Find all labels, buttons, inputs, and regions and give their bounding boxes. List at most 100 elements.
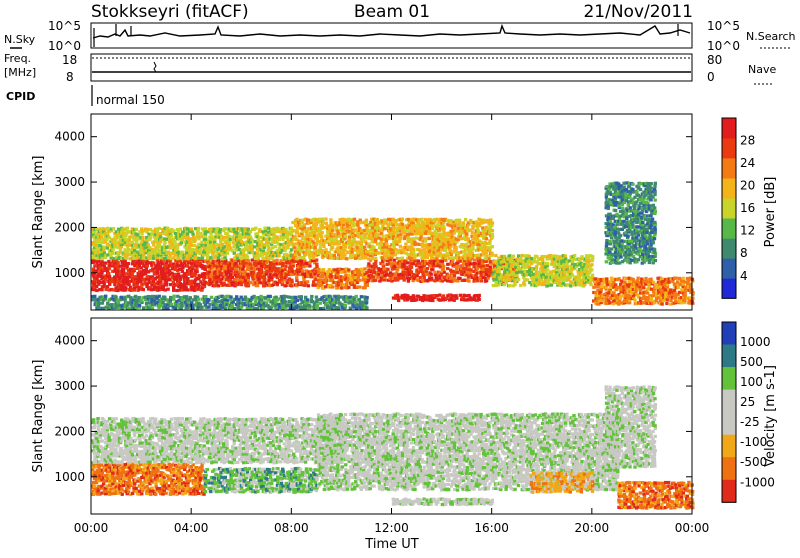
power-cell <box>381 224 384 227</box>
power-cell <box>219 228 222 231</box>
power-cell <box>236 257 239 260</box>
power-cell <box>446 252 449 255</box>
power-cell <box>319 246 322 249</box>
noise-tick-right-high: 10^5 <box>707 19 740 33</box>
power-cell <box>260 276 263 279</box>
power-cell <box>226 252 229 255</box>
power-cell <box>419 235 422 238</box>
power-cell <box>97 283 100 286</box>
power-cell <box>127 262 130 265</box>
power-cell <box>628 195 631 198</box>
power-cell <box>363 267 366 270</box>
power-cell <box>329 218 332 221</box>
power-cell <box>422 274 425 277</box>
power-cell <box>494 254 497 257</box>
power-cell <box>380 238 383 241</box>
power-cell <box>251 248 254 251</box>
power-cell <box>396 294 399 297</box>
power-cell <box>197 237 200 240</box>
nave-tick-high: 80 <box>707 53 722 67</box>
power-cell <box>385 263 388 266</box>
power-cell <box>321 218 324 221</box>
power-cell <box>453 274 456 277</box>
power-cell <box>637 258 640 261</box>
power-cell <box>374 257 377 260</box>
power-cell <box>614 209 617 212</box>
power-cell <box>401 218 404 221</box>
power-cell <box>211 260 214 263</box>
power-cell <box>374 279 377 282</box>
power-cell <box>197 257 200 260</box>
power-cell <box>369 268 372 271</box>
power-cell <box>178 289 181 292</box>
power-cell <box>256 284 259 287</box>
power-cell <box>642 286 645 289</box>
power-cell <box>133 268 136 271</box>
power-cell <box>449 219 452 222</box>
freq-tick-low: 8 <box>66 70 74 84</box>
power-cell <box>252 270 255 273</box>
power-cell <box>315 259 318 262</box>
power-cell <box>621 207 624 210</box>
power-cell <box>489 218 492 221</box>
power-cell <box>410 266 413 269</box>
power-cell <box>469 262 472 265</box>
power-cell <box>245 254 248 257</box>
power-cell <box>247 284 250 287</box>
power-cell <box>415 298 418 301</box>
power-cell <box>301 269 304 272</box>
cpid-value: normal 150 <box>96 93 165 107</box>
power-cell <box>410 226 413 229</box>
power-cell <box>590 268 593 271</box>
power-cell <box>97 280 100 283</box>
power-cell <box>363 246 366 249</box>
power-cell <box>644 277 647 280</box>
power-cell <box>104 262 107 265</box>
power-cell <box>491 245 494 248</box>
power-cell <box>303 227 306 230</box>
power-cell <box>454 246 457 249</box>
power-cell <box>293 235 296 238</box>
power-cell <box>204 235 207 238</box>
power-cell <box>401 223 404 226</box>
power-cell <box>684 291 687 294</box>
power-cell <box>122 267 125 270</box>
power-cell <box>111 252 114 255</box>
power-cell <box>278 238 281 241</box>
power-cell <box>545 276 548 279</box>
power-cell <box>413 257 416 260</box>
power-cell <box>186 236 189 239</box>
power-cell <box>191 233 194 236</box>
power-cell <box>320 231 323 234</box>
power-cell <box>618 202 621 205</box>
power-cell <box>336 271 339 274</box>
power-cell <box>307 284 310 287</box>
date-label: 21/Nov/2011 <box>583 2 693 22</box>
power-cell <box>360 243 363 246</box>
power-cell <box>385 243 388 246</box>
power-cell <box>618 261 621 264</box>
power-cell <box>169 283 172 286</box>
power-cell <box>578 279 581 282</box>
power-cell <box>263 278 266 281</box>
power-cell <box>639 250 642 253</box>
power-cell <box>166 227 169 230</box>
power-cell <box>397 265 400 268</box>
power-cell <box>467 279 470 282</box>
power-cell <box>223 256 226 259</box>
power-cell <box>100 288 103 291</box>
power-cell <box>573 258 576 261</box>
power-cell <box>347 268 350 271</box>
power-cell <box>482 264 485 267</box>
power-cell <box>322 243 325 246</box>
power-cell <box>108 267 111 270</box>
power-cell <box>401 257 404 260</box>
power-cell <box>310 251 313 254</box>
power-cell <box>566 265 569 268</box>
power-cell <box>227 235 230 238</box>
power-band-8 <box>592 277 695 306</box>
power-cell <box>677 286 680 289</box>
power-cell <box>95 289 98 292</box>
power-cell <box>385 222 388 225</box>
